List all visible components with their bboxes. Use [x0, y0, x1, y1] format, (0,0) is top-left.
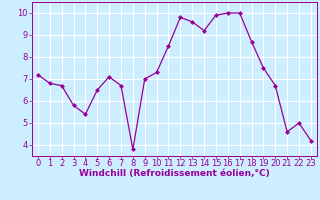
X-axis label: Windchill (Refroidissement éolien,°C): Windchill (Refroidissement éolien,°C) — [79, 169, 270, 178]
